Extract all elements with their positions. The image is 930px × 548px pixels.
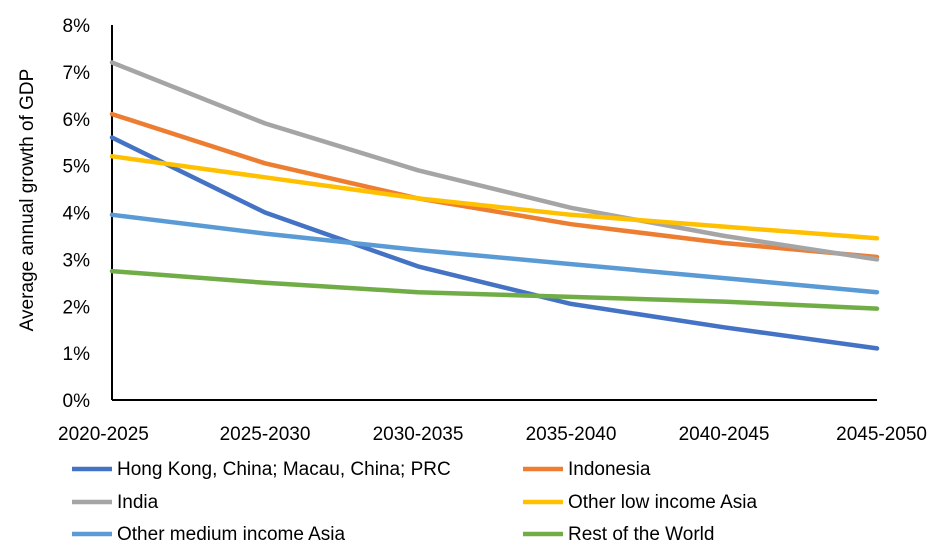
legend-label: India <box>117 492 159 513</box>
y-tick-label: 6% <box>63 110 91 131</box>
y-tick-label: 4% <box>63 204 91 225</box>
y-axis-title: Average annual growth of GDP <box>17 69 38 332</box>
x-tick-label: 2025-2030 <box>220 424 311 445</box>
legend-label: Hong Kong, China; Macau, China; PRC <box>117 459 451 480</box>
legend-label: Other low income Asia <box>568 492 757 513</box>
y-tick-label: 2% <box>63 297 91 318</box>
x-tick-label: 2040-2045 <box>679 424 770 445</box>
x-tick-label: 2020-2025 <box>58 424 149 445</box>
legend-label: Rest of the World <box>568 524 714 545</box>
y-tick-label: 0% <box>63 391 91 412</box>
series-line <box>109 268 880 311</box>
y-tick-label: 1% <box>63 344 91 365</box>
y-tick-label: 7% <box>63 63 91 84</box>
series-line <box>109 60 880 262</box>
legend-label: Other medium income Asia <box>117 524 346 545</box>
x-tick-label: 2045-2050 <box>836 424 927 445</box>
x-tick-label: 2035-2040 <box>526 424 617 445</box>
series-lines <box>109 60 880 351</box>
series-line <box>109 111 880 260</box>
legend: Hong Kong, China; Macau, China; PRC Indon… <box>72 459 757 545</box>
legend-label: Indonesia <box>568 459 651 480</box>
series-line <box>109 154 880 241</box>
y-axis-ticks: 0% 1% 2% 3% 4% 5% 6% 7% 8% <box>63 16 91 412</box>
y-tick-label: 8% <box>63 16 91 37</box>
series-line <box>109 212 880 295</box>
y-tick-label: 3% <box>63 250 91 271</box>
x-tick-label: 2030-2035 <box>373 424 464 445</box>
series-line <box>109 135 880 351</box>
x-axis-ticks: 2020-2025 2025-2030 2030-2035 2035-2040 2040… <box>58 424 927 445</box>
y-tick-label: 5% <box>63 157 91 178</box>
